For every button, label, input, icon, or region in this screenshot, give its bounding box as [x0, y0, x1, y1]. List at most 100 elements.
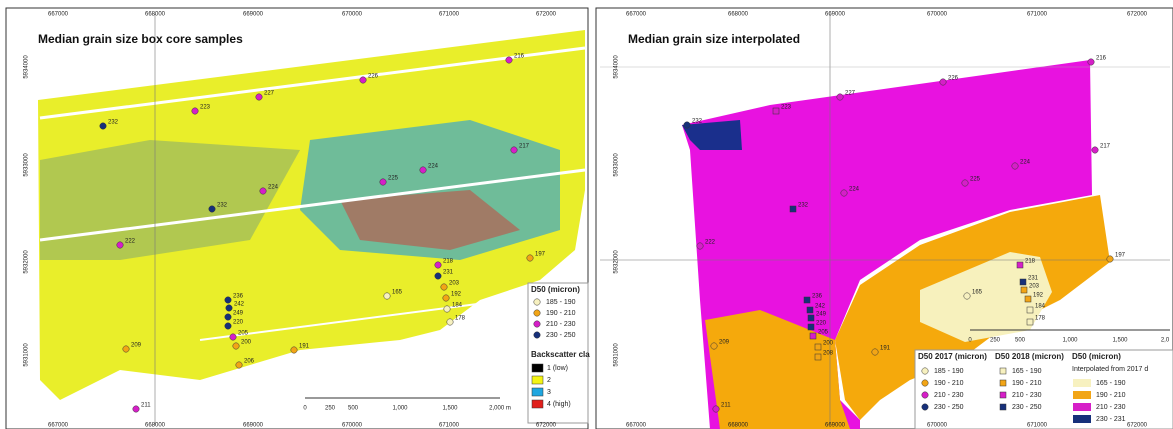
- legend-symbol: [534, 321, 540, 327]
- x-tick-label: 667000: [48, 12, 69, 18]
- x-tick-label: 669000: [243, 423, 264, 429]
- sample-2018: [808, 315, 814, 321]
- x-tick-label: 668000: [145, 12, 166, 18]
- sample-point: [360, 77, 366, 83]
- sample-2018: [815, 354, 821, 360]
- sample-label: 218: [443, 259, 454, 265]
- sample-2018: [815, 344, 821, 350]
- legend-label: 165 - 190: [1096, 380, 1126, 387]
- sample-label: 165: [392, 290, 403, 296]
- legend-label: 4 (high): [547, 401, 571, 408]
- sample-point: [527, 255, 533, 261]
- sample-2017: [962, 180, 968, 186]
- sample-point: [256, 94, 262, 100]
- legend-label: 230 - 231: [1096, 416, 1126, 423]
- sample-point: [443, 295, 449, 301]
- map-title: Median grain size box core samples: [38, 32, 243, 46]
- legend-symbol: [534, 310, 540, 316]
- sample-label: 225: [970, 177, 981, 183]
- sample-point: [100, 123, 106, 129]
- legend-symbol: [922, 380, 928, 386]
- sample-label: 184: [452, 303, 463, 309]
- sample-2018: [1027, 307, 1033, 313]
- sample-label: 231: [1028, 276, 1039, 282]
- x-tick-label: 671000: [439, 12, 460, 18]
- legend-title: D50 2018 (micron): [995, 352, 1064, 361]
- sample-label: 216: [514, 54, 525, 60]
- legend-symbol: [534, 332, 540, 338]
- sample-label: 232: [217, 203, 228, 209]
- sample-point: [447, 319, 453, 325]
- sample-2017: [872, 349, 878, 355]
- sample-label: 226: [368, 74, 379, 80]
- legend-symbol: [1000, 368, 1006, 374]
- legend-patch: [532, 400, 543, 408]
- sample-label: 197: [1115, 253, 1126, 259]
- sample-point: [123, 346, 129, 352]
- legend-label: 3: [547, 389, 551, 396]
- sample-label: 208: [823, 351, 834, 357]
- sample-label: 232: [692, 119, 703, 125]
- sample-point: [236, 362, 242, 368]
- scale-label: 1,000: [392, 406, 408, 412]
- y-tick-label: 5934000: [24, 55, 30, 79]
- sample-label: 227: [264, 91, 275, 97]
- legend-title: Backscatter cla: [531, 350, 590, 359]
- scale-label: 250: [325, 406, 336, 412]
- x-tick-label: 670000: [342, 12, 363, 18]
- legend-label: 230 - 250: [546, 332, 576, 339]
- sample-point: [435, 273, 441, 279]
- scale-label: 1,500: [442, 406, 458, 412]
- sample-point: [233, 343, 239, 349]
- sample-2017: [1088, 59, 1094, 65]
- legend-label: 190 - 210: [934, 380, 964, 387]
- sample-2018: [1025, 296, 1031, 302]
- sample-point: [506, 57, 512, 63]
- x-tick-label: 671000: [1027, 12, 1048, 18]
- legend-label: 210 - 230: [1012, 392, 1042, 399]
- y-tick-label: 5931000: [614, 343, 620, 367]
- sample-label: 184: [1035, 304, 1046, 310]
- y-tick-label: 5933000: [614, 153, 620, 177]
- sample-2018: [810, 333, 816, 339]
- sample-point: [117, 242, 123, 248]
- sample-label: 200: [241, 340, 252, 346]
- sample-2017: [1107, 256, 1113, 262]
- sample-2017: [964, 293, 970, 299]
- sample-2017: [711, 343, 717, 349]
- x-tick-label: 668000: [728, 12, 749, 18]
- sample-2018: [804, 297, 810, 303]
- sample-2017: [684, 122, 690, 128]
- x-tick-label: 669000: [825, 12, 846, 18]
- legend-label: 210 - 230: [546, 321, 576, 328]
- sample-point: [192, 108, 198, 114]
- sample-label: 178: [455, 316, 466, 322]
- sample-label: 227: [845, 91, 856, 97]
- legend-patch: [1073, 403, 1091, 411]
- sample-2018: [1017, 262, 1023, 268]
- sample-label: 203: [449, 281, 460, 287]
- sample-label: 249: [233, 311, 244, 317]
- sample-point: [225, 297, 231, 303]
- legend-symbol: [1000, 380, 1006, 386]
- x-tick-label: 672000: [536, 423, 557, 429]
- x-tick-label: 669000: [243, 12, 264, 18]
- sample-point: [444, 306, 450, 312]
- legend-patch: [532, 388, 543, 396]
- sample-label: 222: [705, 240, 716, 246]
- legend-label: 230 - 250: [1012, 404, 1042, 411]
- x-tick-label: 669000: [825, 423, 846, 429]
- sample-label: 222: [125, 239, 136, 245]
- sample-2018: [1027, 319, 1033, 325]
- legend-label: 190 - 210: [546, 310, 576, 317]
- sample-point: [441, 284, 447, 290]
- x-tick-label: 672000: [1127, 423, 1148, 429]
- legend-patch: [532, 376, 543, 384]
- legend-label: 2: [547, 377, 551, 384]
- sample-2018: [807, 307, 813, 313]
- sample-label: 192: [451, 292, 462, 298]
- scale-label: 500: [1015, 338, 1026, 344]
- sample-label: 223: [781, 105, 792, 111]
- legend-symbol: [1000, 392, 1006, 398]
- sample-point: [380, 179, 386, 185]
